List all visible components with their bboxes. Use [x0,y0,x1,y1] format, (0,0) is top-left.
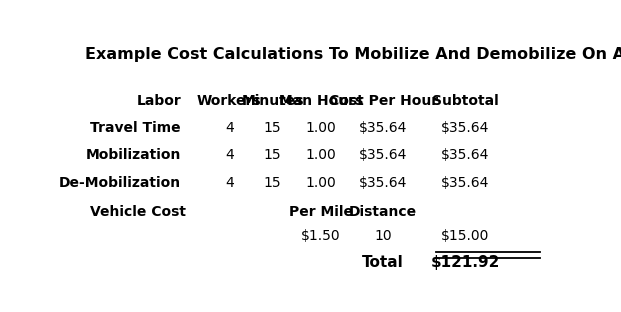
Text: Per Mile: Per Mile [289,205,353,219]
Text: $1.50: $1.50 [301,229,340,243]
Text: Workers: Workers [197,94,261,108]
Text: 1.00: 1.00 [306,176,336,190]
Text: Mobilization: Mobilization [86,148,181,162]
Text: $35.64: $35.64 [441,148,489,162]
Text: $35.64: $35.64 [441,120,489,134]
Text: Travel Time: Travel Time [91,120,181,134]
Text: Total: Total [363,255,404,270]
Text: De-Mobilization: De-Mobilization [59,176,181,190]
Text: 1.00: 1.00 [306,120,336,134]
Text: Example Cost Calculations To Mobilize And Demobilize On A Jobsite: Example Cost Calculations To Mobilize An… [85,47,621,62]
Text: 15: 15 [264,120,281,134]
Text: 15: 15 [264,176,281,190]
Text: $15.00: $15.00 [441,229,489,243]
Text: $121.92: $121.92 [430,255,500,270]
Text: Man Hours: Man Hours [279,94,363,108]
Text: Vehicle Cost: Vehicle Cost [89,205,186,219]
Text: $35.64: $35.64 [441,176,489,190]
Text: Labor: Labor [137,94,181,108]
Text: Cost Per Hour: Cost Per Hour [329,94,438,108]
Text: $35.64: $35.64 [359,148,407,162]
Text: 15: 15 [264,148,281,162]
Text: 4: 4 [225,120,233,134]
Text: 10: 10 [374,229,392,243]
Text: Distance: Distance [349,205,417,219]
Text: Minutes: Minutes [242,94,304,108]
Text: Subtotal: Subtotal [432,94,499,108]
Text: 4: 4 [225,176,233,190]
Text: 4: 4 [225,148,233,162]
Text: $35.64: $35.64 [359,120,407,134]
Text: $35.64: $35.64 [359,176,407,190]
Text: 1.00: 1.00 [306,148,336,162]
